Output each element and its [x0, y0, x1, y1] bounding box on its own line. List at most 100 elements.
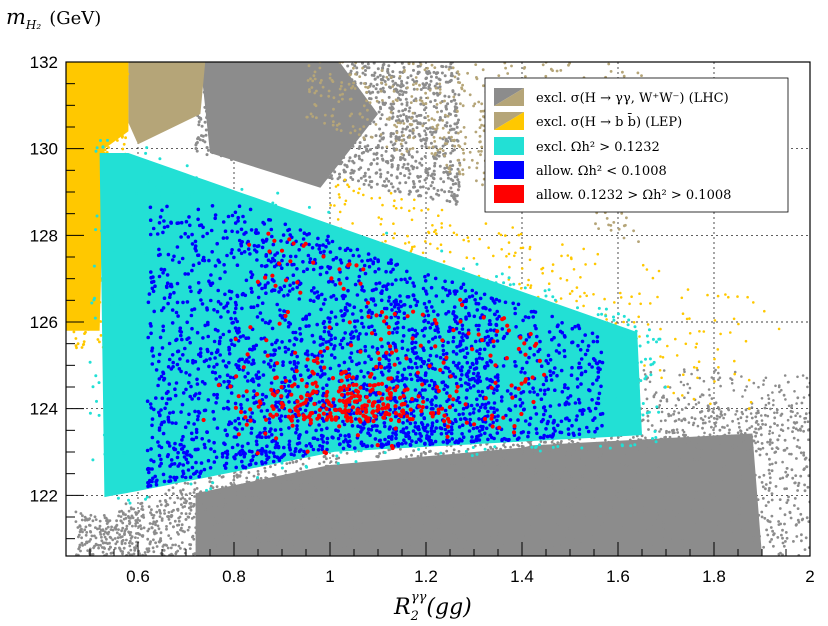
lhc-excluded-point: [423, 155, 427, 158]
lhc-excluded-point: [576, 441, 580, 445]
lhc-excluded-point: [625, 477, 628, 481]
lhc-excluded-point: [132, 507, 136, 511]
lhc-excluded-point: [237, 549, 241, 553]
lhc-excluded-point: [296, 490, 300, 493]
lhc-excluded-point: [769, 407, 772, 411]
lhc-excluded-point: [775, 411, 779, 414]
lhc-excluded-point: [550, 498, 554, 502]
lhc-lep-excluded-point: [478, 126, 482, 129]
lhc-excluded-point: [498, 505, 502, 508]
lhc-excluded-point: [331, 521, 335, 525]
lhc-excluded-point: [589, 551, 593, 555]
lhc-lep-excluded-point: [555, 69, 559, 73]
lhc-excluded-point: [348, 486, 352, 490]
lhc-excluded-point: [81, 544, 84, 547]
lhc-excluded-point: [786, 473, 790, 477]
lhc-excluded-point: [389, 460, 393, 464]
lhc-excluded-point: [675, 511, 679, 515]
lhc-excluded-point: [255, 499, 258, 503]
lhc-excluded-point: [504, 445, 507, 449]
lhc-excluded-point: [659, 524, 663, 528]
lhc-excluded-point: [733, 370, 737, 374]
lhc-excluded-point: [744, 450, 747, 454]
lhc-excluded-point: [682, 368, 686, 371]
lhc-excluded-point: [730, 465, 734, 468]
lhc-excluded-point: [710, 537, 714, 541]
lhc-excluded-point: [712, 428, 715, 432]
lhc-excluded-point: [443, 94, 447, 98]
lhc-excluded-point: [436, 452, 440, 456]
lhc-excluded-point: [432, 169, 436, 173]
lhc-excluded-point: [569, 540, 573, 544]
lhc-excluded-point: [389, 513, 393, 516]
lhc-excluded-point: [420, 144, 424, 148]
lhc-excluded-point: [140, 501, 144, 505]
lhc-excluded-point: [108, 535, 112, 539]
lhc-excluded-point: [722, 462, 725, 466]
lhc-excluded-point: [180, 523, 184, 527]
lhc-excluded-point: [686, 436, 690, 439]
lhc-excluded-point: [499, 543, 502, 547]
lhc-excluded-point: [146, 550, 150, 554]
lhc-excluded-point: [398, 181, 402, 185]
lhc-excluded-point: [626, 441, 629, 445]
lhc-excluded-dense-region: [195, 433, 763, 556]
lhc-excluded-point: [597, 513, 601, 516]
lhc-excluded-point: [587, 480, 591, 484]
lhc-excluded-point: [783, 522, 786, 526]
lhc-excluded-point: [455, 175, 459, 179]
lhc-excluded-point: [238, 474, 242, 478]
lhc-excluded-point: [700, 447, 703, 451]
lhc-excluded-point: [736, 445, 740, 449]
lhc-excluded-point: [294, 473, 297, 476]
lhc-excluded-point: [230, 497, 234, 500]
lhc-excluded-point: [267, 483, 271, 487]
lhc-excluded-point: [691, 496, 695, 500]
lhc-lep-excluded-point: [636, 71, 640, 75]
lhc-excluded-point: [756, 423, 760, 426]
lhc-excluded-point: [703, 431, 706, 435]
lhc-excluded-point: [581, 487, 585, 491]
lhc-excluded-point: [517, 478, 520, 482]
lhc-excluded-point: [723, 413, 727, 416]
lhc-excluded-point: [746, 481, 749, 485]
lhc-excluded-point: [192, 515, 196, 519]
lhc-excluded-point: [748, 478, 752, 482]
lhc-excluded-point: [168, 496, 172, 500]
lhc-lep-excluded-point: [366, 86, 370, 90]
lhc-excluded-point: [485, 493, 489, 497]
lhc-excluded-point: [372, 152, 376, 156]
lhc-excluded-point: [423, 504, 427, 507]
lhc-excluded-point: [700, 476, 703, 480]
lhc-excluded-point: [344, 500, 348, 504]
lhc-excluded-point: [697, 401, 701, 404]
lhc-excluded-point: [121, 526, 125, 530]
lhc-excluded-point: [411, 131, 415, 135]
lhc-lep-excluded-point: [622, 236, 626, 240]
lhc-excluded-point: [431, 197, 435, 201]
lhc-excluded-point: [708, 481, 712, 485]
lhc-excluded-point: [320, 506, 324, 509]
lhc-lep-excluded-point: [524, 75, 527, 78]
lhc-excluded-point: [221, 485, 224, 489]
lhc-excluded-point: [700, 393, 704, 396]
lhc-excluded-point: [713, 478, 717, 482]
lhc-excluded-point: [512, 548, 516, 551]
lhc-excluded-point: [106, 532, 110, 536]
lhc-excluded-point: [387, 476, 391, 479]
lhc-excluded-point: [760, 442, 764, 445]
lhc-excluded-point: [665, 465, 669, 469]
lhc-lep-excluded-point: [366, 108, 369, 112]
lhc-excluded-point: [366, 476, 370, 479]
lhc-excluded-point: [149, 540, 153, 544]
lhc-lep-excluded-point: [415, 87, 419, 91]
lhc-excluded-point: [372, 120, 376, 124]
lhc-excluded-point: [244, 552, 247, 555]
lhc-excluded-point: [695, 489, 698, 493]
lhc-lep-excluded-point: [443, 99, 446, 103]
lhc-excluded-point: [369, 185, 373, 189]
lhc-excluded-point: [258, 523, 262, 527]
lhc-excluded-point: [446, 553, 449, 556]
lhc-excluded-point: [781, 528, 784, 532]
lhc-excluded-point: [598, 466, 601, 470]
